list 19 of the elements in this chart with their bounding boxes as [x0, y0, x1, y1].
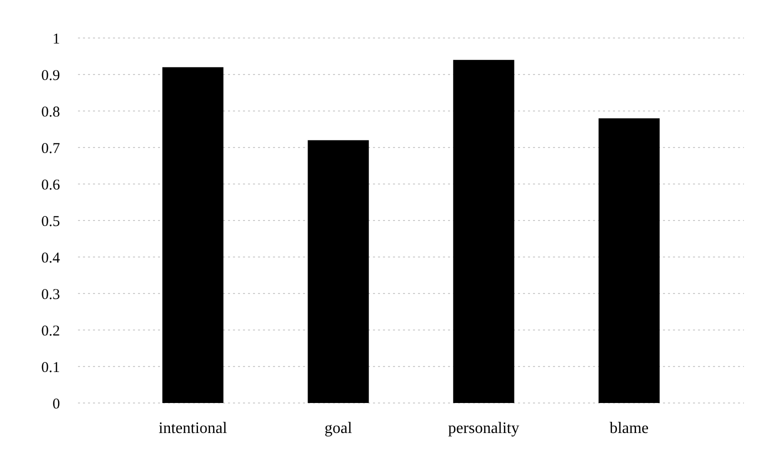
y-tick-label: 1: [52, 31, 60, 48]
y-tick-label: 0: [52, 396, 60, 412]
y-tick-label: 0.9: [41, 68, 60, 84]
bar: [598, 118, 660, 403]
bar: [308, 140, 369, 403]
y-tick-label: 0.2: [41, 323, 60, 340]
y-tick-label: 0.8: [41, 104, 60, 120]
y-tick-label: 0.5: [41, 214, 60, 230]
x-tick-label: personality: [448, 420, 520, 437]
x-tick-label: goal: [324, 420, 353, 437]
y-tick-label: 0.6: [41, 177, 60, 194]
x-tick-label: blame: [610, 420, 649, 437]
bar: [453, 60, 514, 403]
y-tick-label: 0.4: [41, 250, 60, 266]
y-tick-label: 0.1: [41, 360, 60, 376]
y-tick-label: 0.3: [41, 286, 60, 303]
x-tick-label: intentional: [158, 420, 228, 437]
y-tick-label: 0.7: [41, 140, 60, 157]
bar: [162, 67, 224, 403]
